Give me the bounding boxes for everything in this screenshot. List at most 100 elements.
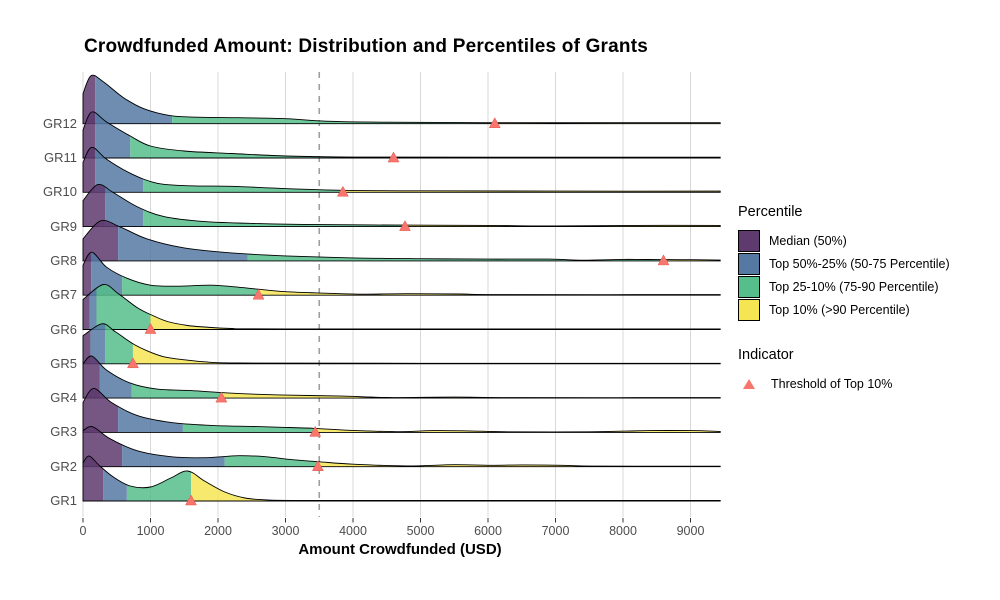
x-tick-label-4000: 4000 — [339, 524, 367, 538]
ridge-outline-GR2 — [82, 426, 721, 468]
ridge-fill-GR1-band0 — [83, 455, 104, 501]
ridge-outline-GR10 — [82, 146, 721, 193]
ridge-outline-GR12 — [82, 74, 721, 125]
ridge-fill-GR5-band2 — [105, 324, 133, 364]
legend-indicator-title: Indicator — [738, 347, 794, 363]
x-tick-label-0: 0 — [79, 524, 87, 538]
ridge-outline-GR8 — [82, 220, 721, 262]
threshold-triangle-GR5 — [127, 357, 139, 369]
ridge-fill-GR2-band1 — [122, 444, 225, 467]
y-axis-label-GR11: GR11 — [44, 150, 77, 165]
x-tick-label-8000: 8000 — [609, 524, 637, 538]
ridge-outline-GR5 — [82, 323, 721, 365]
y-axis-label-GR1: GR1 — [50, 493, 77, 508]
x-tick-label-3000: 3000 — [271, 524, 300, 538]
legend-item-2: Top 25-10% (75-90 Percentile) — [738, 275, 988, 298]
ridge-fill-GR6-band2 — [96, 284, 151, 330]
legend: Percentile Median (50%) Top 50%-25% (50-7… — [738, 204, 988, 393]
ridge-fill-GR1-band2 — [126, 470, 191, 501]
ridge-fill-GR7-band2 — [122, 276, 259, 296]
y-axis-label-GR3: GR3 — [50, 424, 77, 440]
y-axis-label-GR4: GR4 — [50, 390, 77, 406]
ridge-fill-GR11-band1 — [95, 112, 131, 158]
legend-swatch-1 — [738, 252, 760, 275]
threshold-triangle-GR6 — [144, 322, 157, 334]
ridge-fill-GR2-band0 — [83, 426, 123, 467]
ridge-outline-GR1 — [82, 455, 721, 502]
legend-item-label-0: Median (50%) — [769, 233, 847, 248]
ridge-fill-GR4-band2 — [131, 383, 222, 399]
threshold-triangle-GR9 — [399, 220, 411, 231]
threshold-triangle-GR10 — [336, 185, 349, 197]
legend-swatch-2 — [738, 275, 760, 298]
chart-title: Crowdfunded Amount: Distribution and Per… — [84, 36, 649, 57]
legend-item-label-3: Top 10% (>90 Percentile) — [769, 302, 910, 317]
ridge-outline-GR3 — [82, 387, 721, 433]
ridge-fill-GR4-band0 — [83, 356, 100, 399]
y-axis-label-GR6: GR6 — [50, 321, 77, 337]
y-axis-label-GR7: GR7 — [50, 287, 77, 303]
ridge-fill-GR12-band2 — [172, 115, 495, 124]
threshold-triangle-GR4 — [215, 391, 228, 403]
ridge-fill-GR11-band2 — [130, 135, 394, 158]
threshold-triangle-GR11 — [387, 151, 400, 163]
legend-item-label-1: Top 50%-25% (50-75 Percentile) — [769, 256, 950, 271]
legend-swatch-0 — [738, 229, 760, 252]
legend-item-0: Median (50%) — [738, 229, 988, 252]
y-axis-label-GR5: GR5 — [50, 355, 77, 371]
legend-items: Median (50%) Top 50%-25% (50-75 Percentil… — [738, 229, 988, 321]
y-axis-label-GR9: GR9 — [50, 218, 77, 234]
ridge-fill-GR7-band0 — [83, 252, 92, 296]
legend-item-3: Top 10% (>90 Percentile) — [738, 298, 988, 321]
x-tick-label-9000: 9000 — [676, 524, 705, 538]
y-axis-label-GR8: GR8 — [50, 252, 77, 268]
legend-indicator-item: Threshold of Top 10% — [738, 375, 988, 393]
ridge-outline-GR11 — [82, 111, 721, 159]
ridge-fill-GR9-band0 — [83, 184, 106, 227]
ridge-fill-GR7-band1 — [91, 252, 123, 296]
legend-swatch-3 — [738, 298, 760, 321]
x-tick-label-6000: 6000 — [474, 524, 502, 538]
ridge-outline-GR6 — [82, 283, 721, 330]
ridge-fill-GR3-band0 — [83, 388, 119, 433]
ridge-fill-GR8-band0 — [83, 220, 119, 261]
x-tick-label-1000: 1000 — [136, 524, 165, 538]
x-tick-label-2000: 2000 — [204, 524, 232, 538]
ridge-fill-GR9-band1 — [105, 186, 144, 227]
ridge-fill-GR4-band1 — [99, 363, 132, 399]
ridge-fill-GR1-band1 — [103, 468, 127, 501]
ridge-fill-GR8-band1 — [118, 226, 248, 261]
legend-indicator-label: Threshold of Top 10% — [771, 377, 893, 391]
legend-percentile-title: Percentile — [738, 204, 803, 220]
threshold-triangle-GR12 — [488, 117, 501, 128]
ridge-fill-GR5-band0 — [83, 330, 91, 364]
ridge-fill-GR3-band1 — [118, 406, 183, 433]
threshold-triangle-GR8 — [657, 254, 670, 266]
ridge-fill-GR6-band3 — [150, 314, 721, 330]
legend-item-label-2: Top 25-10% (75-90 Percentile) — [769, 279, 939, 294]
ridge-fill-GR4-band3 — [221, 392, 721, 399]
threshold-triangle-GR1 — [185, 494, 197, 506]
x-tick-label-5000: 5000 — [406, 524, 435, 538]
ridge-fill-GR5-band3 — [132, 343, 721, 364]
threshold-triangle-GR3 — [309, 425, 322, 437]
x-tick-label-7000: 7000 — [541, 524, 570, 538]
ridge-fill-GR8-band2 — [247, 254, 664, 261]
ridge-fill-GR10-band0 — [83, 147, 96, 193]
ridge-fill-GR2-band2 — [224, 455, 318, 467]
ridge-fill-GR6-band0 — [83, 293, 90, 330]
ridge-outline-GR9 — [82, 183, 721, 228]
ridge-fill-GR7-band3 — [258, 289, 721, 296]
y-axis-label-GR2: GR2 — [50, 458, 77, 474]
threshold-triangle-GR2 — [311, 460, 324, 471]
legend-item-1: Top 50%-25% (50-75 Percentile) — [738, 252, 988, 275]
ridge-fill-GR6-band1 — [89, 288, 97, 330]
x-axis-title: Amount Crowdfunded (USD) — [298, 541, 502, 558]
ridge-fill-GR10-band1 — [95, 148, 144, 193]
threshold-triangle-GR7 — [252, 288, 265, 300]
ridge-fill-GR5-band1 — [90, 323, 106, 364]
y-axis-label-GR10: GR10 — [43, 184, 77, 200]
threshold-triangle-icon — [743, 379, 755, 389]
